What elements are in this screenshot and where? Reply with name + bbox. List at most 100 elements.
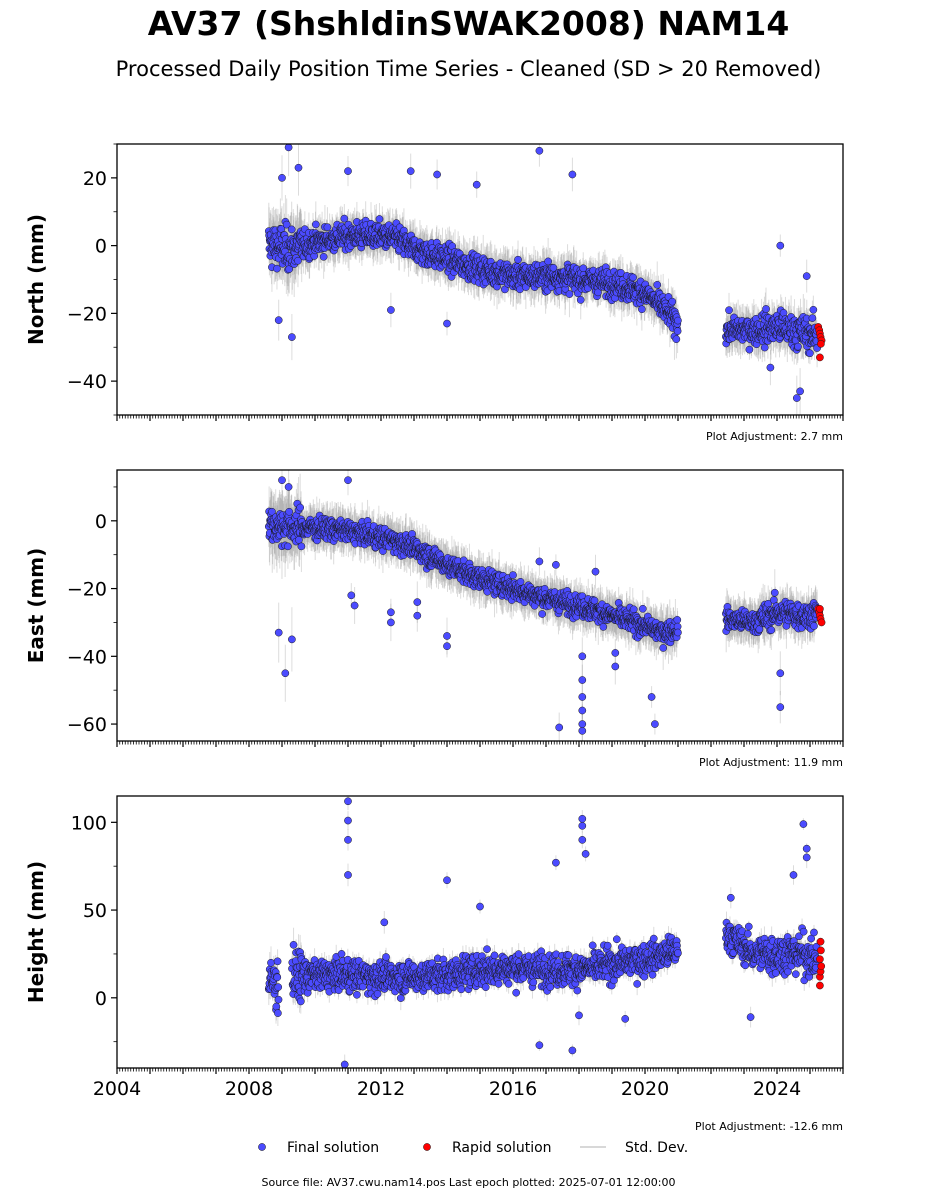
y-ticks: −40 −20 0 20	[67, 143, 117, 416]
final-solution-point	[573, 986, 582, 995]
final-solution-point	[568, 170, 577, 179]
final-solution-point	[674, 316, 682, 325]
final-solution-point	[278, 174, 286, 182]
final-solution-point	[590, 596, 599, 605]
chart-subtitle: Processed Daily Position Time Series - C…	[115, 57, 822, 81]
final-solution-point	[516, 577, 525, 586]
x-ticks	[116, 415, 844, 421]
final-solution-points	[264, 144, 821, 402]
final-solution-point	[267, 958, 275, 967]
final-solution-points	[264, 797, 821, 1068]
final-solution-point	[725, 306, 733, 315]
final-solution-point	[406, 167, 415, 175]
final-solution-point	[638, 305, 646, 314]
final-solution-point	[472, 180, 481, 189]
final-solution-point	[794, 342, 802, 351]
y-axis-label: North (mm)	[24, 214, 48, 345]
final-solution-point	[281, 669, 290, 678]
final-solution-point	[767, 626, 776, 634]
final-solution-point	[770, 588, 779, 597]
final-solution-point	[294, 256, 302, 265]
final-solution-point	[544, 257, 552, 266]
final-solution-point	[578, 720, 587, 728]
final-solution-point	[288, 333, 296, 341]
final-solution-point	[268, 507, 276, 516]
final-solution-point	[796, 387, 804, 396]
final-solution-point	[514, 255, 522, 264]
final-solution-point	[382, 953, 390, 961]
final-solution-point	[296, 503, 304, 512]
y-axis-label: East (mm)	[24, 548, 48, 664]
final-solution-point	[673, 327, 682, 335]
final-solution-point	[535, 146, 544, 155]
final-solution-point	[284, 144, 293, 152]
final-solution-point	[578, 676, 587, 684]
final-solution-point	[443, 632, 451, 640]
final-solution-point	[578, 706, 587, 715]
final-solution-point	[284, 483, 293, 491]
final-solution-point	[651, 720, 659, 728]
final-solution-point	[282, 220, 291, 229]
final-solution-point	[347, 591, 356, 600]
final-solution-point	[611, 662, 620, 671]
rapid-solution-points	[814, 323, 826, 362]
final-solution-point	[633, 980, 642, 988]
final-solution-point	[494, 980, 503, 988]
final-solution-point	[603, 941, 612, 950]
final-solution-point	[273, 264, 281, 273]
final-solution-point	[808, 314, 817, 322]
final-solution-point	[565, 290, 574, 298]
final-solution-point	[802, 272, 811, 280]
final-solution-point	[576, 296, 585, 304]
final-solution-point	[674, 628, 682, 637]
final-solution-point	[285, 507, 294, 516]
final-solution-point	[387, 306, 395, 314]
plot-area-2	[264, 470, 826, 741]
final-solution-point	[350, 601, 359, 610]
final-solution-point	[647, 693, 656, 701]
final-solution-point	[809, 305, 818, 314]
rapid-solution-point	[816, 605, 824, 613]
final-solution-point	[564, 951, 573, 960]
final-solution-point	[274, 995, 283, 1004]
y-tick-label: 20	[83, 168, 107, 190]
final-solution-point	[457, 985, 466, 994]
final-solution-point	[490, 951, 499, 960]
final-solution-point	[413, 611, 422, 620]
final-solution-point	[274, 316, 283, 324]
final-solution-point	[792, 394, 801, 402]
final-solution-point	[289, 941, 298, 949]
final-solution-point	[766, 363, 775, 372]
plot-area-3	[264, 796, 826, 1068]
final-solution-point	[760, 343, 769, 352]
final-solution-point	[578, 726, 587, 735]
final-solution-point	[287, 225, 296, 234]
final-solution-point	[296, 997, 305, 1006]
final-solution-point	[319, 252, 328, 261]
final-solution-point	[594, 288, 602, 297]
final-solution-point	[512, 988, 521, 997]
final-solution-point	[611, 649, 620, 657]
x-ticks	[116, 741, 844, 747]
final-solution-point	[599, 623, 608, 631]
final-solution-point	[555, 723, 564, 732]
final-solution-point	[443, 642, 451, 651]
final-solution-point	[659, 644, 668, 652]
final-solution-point	[323, 223, 332, 232]
final-solution-point	[273, 957, 282, 966]
final-solution-point	[745, 345, 754, 354]
final-solution-point	[673, 616, 682, 624]
final-solution-point	[578, 693, 587, 701]
final-solution-point	[272, 1002, 281, 1011]
final-solution-point	[755, 625, 764, 634]
final-solution-point	[294, 163, 303, 172]
final-solution-point	[413, 598, 422, 606]
final-solution-point	[806, 349, 814, 358]
final-solution-point	[288, 635, 296, 644]
final-solution-point	[504, 980, 513, 988]
final-solution-point	[353, 990, 361, 999]
final-solution-point	[481, 983, 490, 992]
final-solution-point	[509, 571, 517, 579]
y-tick-label: 0	[95, 511, 107, 533]
